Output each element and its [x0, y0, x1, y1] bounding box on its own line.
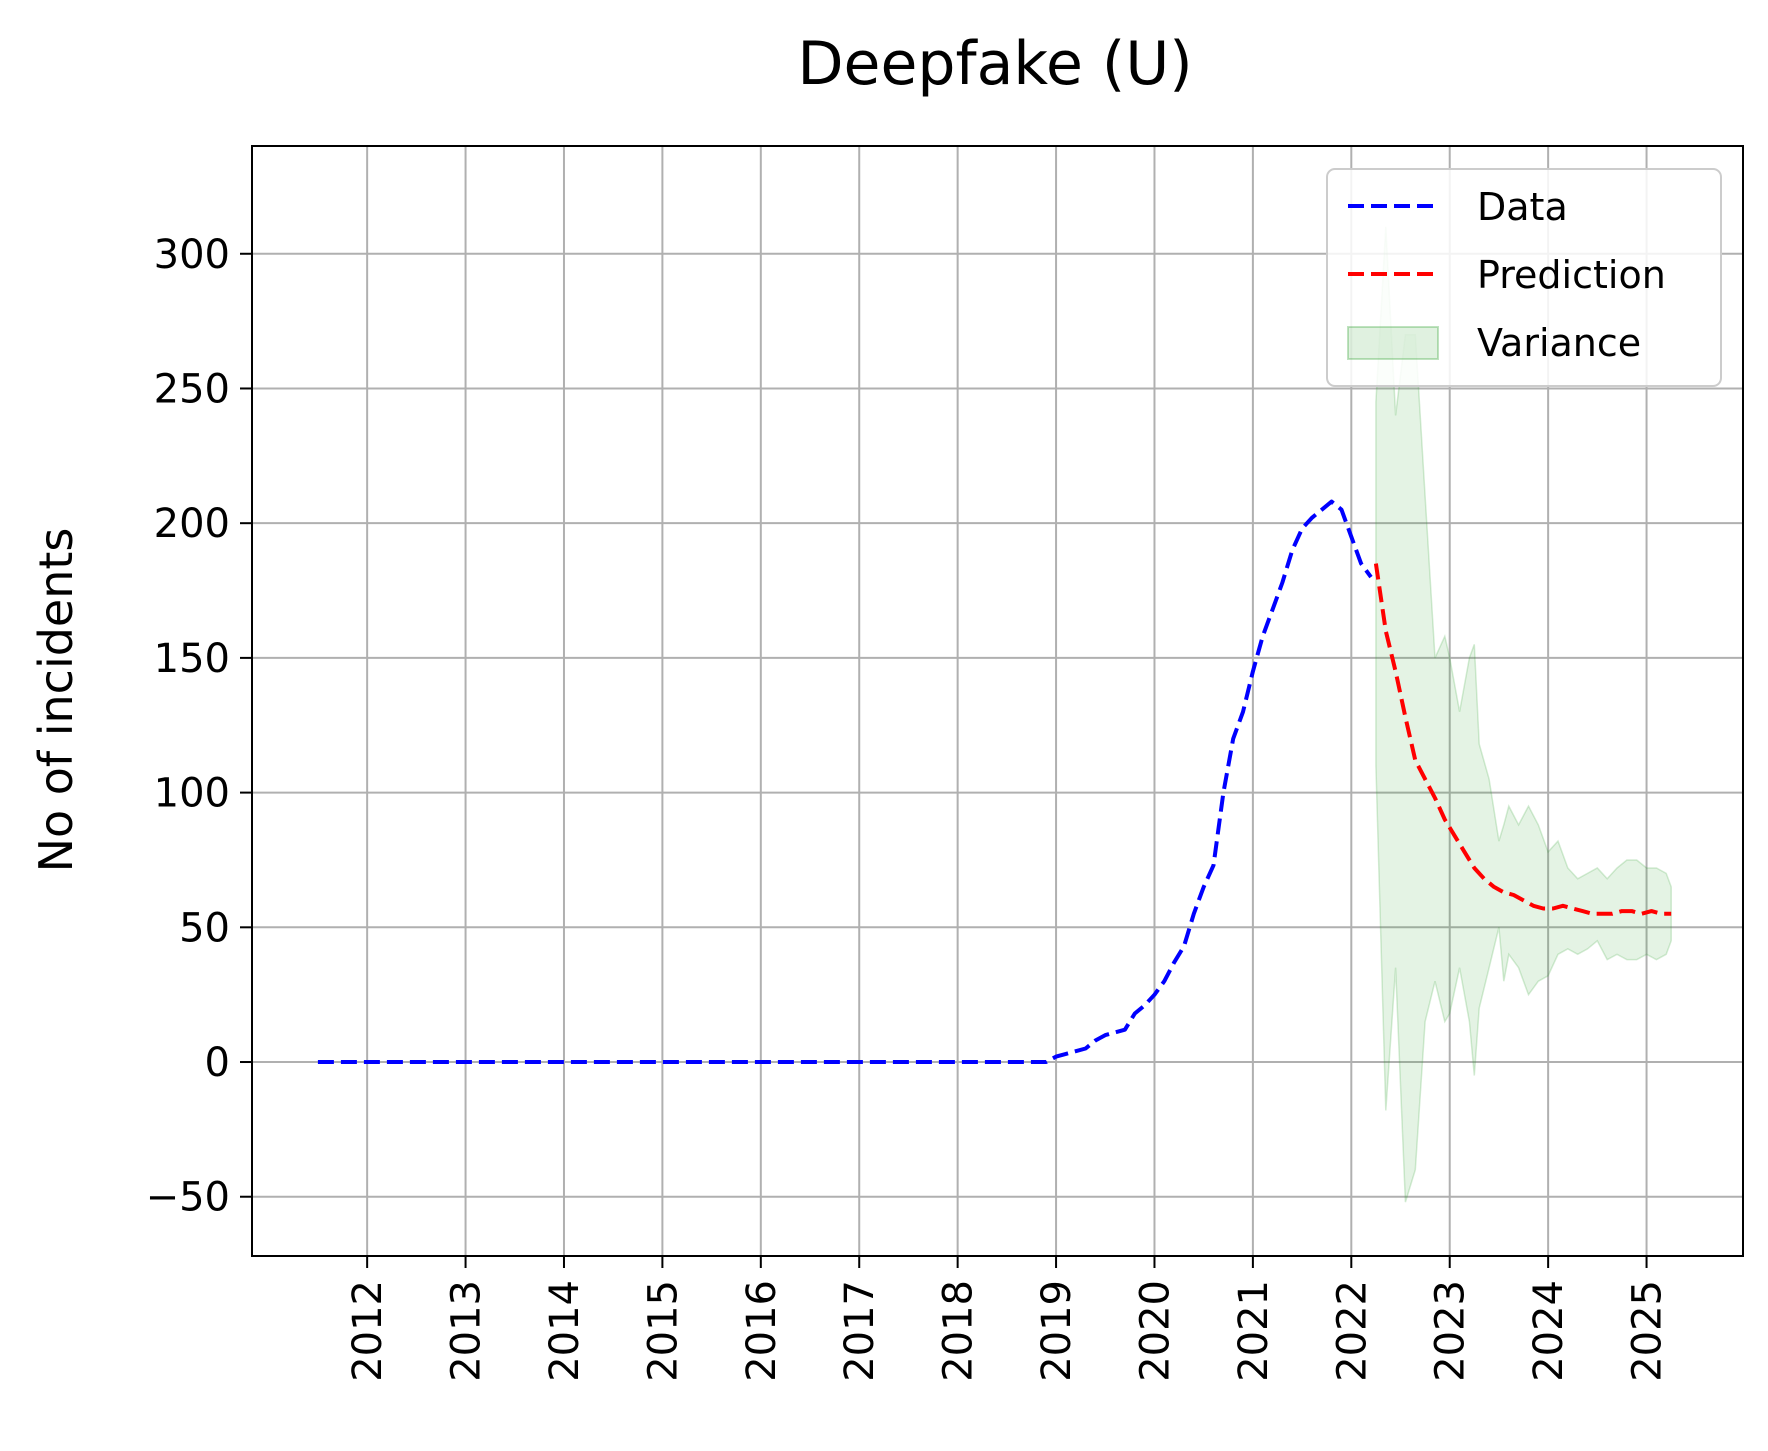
x-tick-label: 2012 [345, 1280, 391, 1382]
series-layer [317, 499, 1672, 1064]
y-axis-label: No of incidents [29, 528, 83, 873]
y-tick-label: 250 [154, 366, 230, 412]
data-series-line [317, 499, 1373, 1064]
x-tick-label: 2024 [1526, 1280, 1572, 1382]
y-tick-label: 100 [154, 771, 230, 817]
y-tick-label: −50 [146, 1175, 230, 1221]
ticks: 2012 2013 2014 2015 2016 2017 2018 2019 2020 2021… [146, 232, 1671, 1382]
chart-title: Deepfake (U) [797, 29, 1192, 99]
y-tick-label: 0 [205, 1040, 230, 1086]
x-tick-label: 2014 [542, 1280, 588, 1382]
legend-box [1326, 168, 1722, 387]
x-tick-label: 2019 [1034, 1280, 1080, 1382]
legend-data-label: Data [1477, 185, 1568, 229]
legend-variance-label: Variance [1477, 321, 1641, 365]
variance-layer [1375, 226, 1672, 1203]
y-tick-label: 50 [179, 905, 230, 951]
legend-prediction-label: Prediction [1477, 253, 1666, 297]
x-tick-label: 2020 [1132, 1280, 1178, 1382]
prediction-series-line [1373, 563, 1672, 916]
x-tick-label: 2017 [837, 1280, 883, 1382]
legend: Data Prediction Variance [1326, 168, 1722, 387]
y-tick-label: 150 [154, 636, 230, 682]
x-tick-label: 2013 [444, 1280, 490, 1382]
y-tick-label: 200 [154, 501, 230, 547]
x-tick-label: 2018 [936, 1280, 982, 1382]
x-tick-label: 2023 [1428, 1280, 1474, 1382]
x-tick-label: 2025 [1625, 1280, 1671, 1382]
x-tick-label: 2016 [739, 1280, 785, 1382]
x-tick-label: 2015 [640, 1280, 686, 1382]
variance-band [1375, 226, 1672, 1203]
y-tick-label: 300 [154, 232, 230, 278]
x-tick-label: 2021 [1231, 1280, 1277, 1382]
legend-variance-swatch [1347, 326, 1439, 360]
plot-frame [251, 145, 1744, 1257]
x-tick-label: 2022 [1329, 1280, 1375, 1382]
gridlines [252, 146, 1743, 1256]
